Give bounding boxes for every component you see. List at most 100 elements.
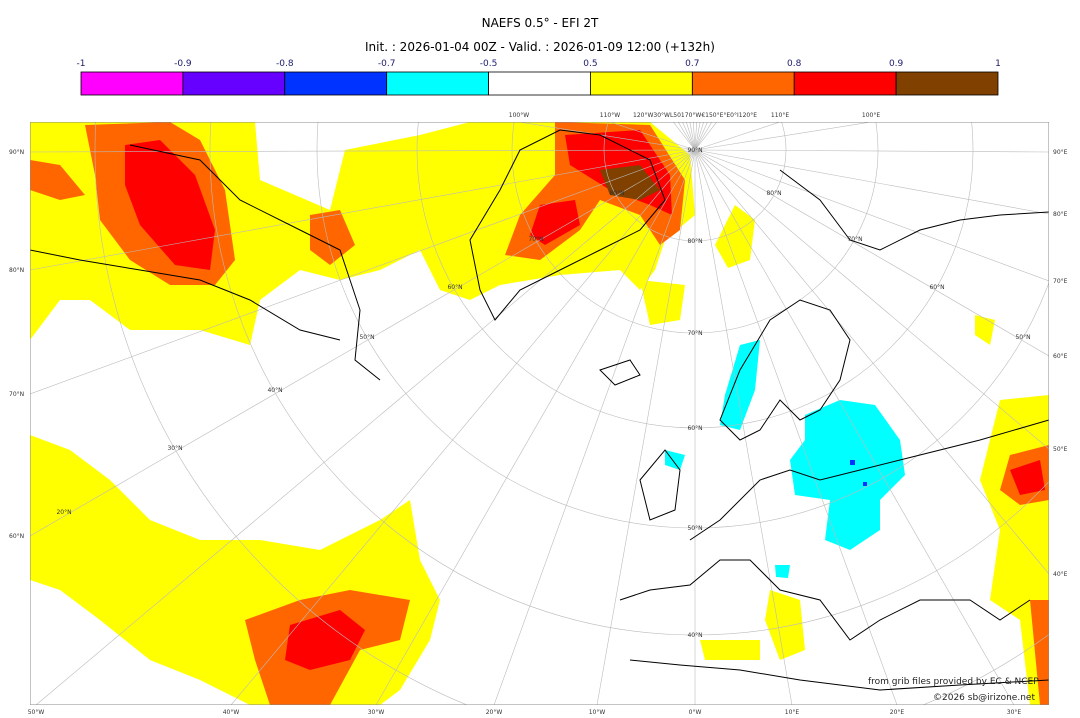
meridian-line	[694, 149, 1049, 282]
meridian-line	[609, 122, 696, 151]
efi-area-cyan	[775, 565, 790, 578]
meridian-line	[493, 149, 696, 705]
colorbar-segment	[284, 71, 388, 96]
graticule-label: 30°E	[1007, 709, 1022, 716]
meridian-line	[694, 122, 713, 151]
graticule-label: 50°W	[28, 709, 45, 716]
graticule-label: 20°W	[486, 709, 503, 716]
graticule-label: 80°N	[609, 190, 624, 197]
latitude-circle	[94, 122, 1049, 705]
efi-area-yellow	[700, 640, 760, 660]
meridian-line	[694, 122, 704, 151]
colorbar-segment	[793, 71, 897, 96]
meridian-line	[694, 149, 1049, 357]
figure-title: NAEFS 0.5° - EFI 2T	[481, 16, 599, 30]
colorbar-tick-label: 0.9	[889, 59, 904, 69]
meridian-line	[694, 122, 872, 151]
colorbar-segment	[590, 71, 693, 96]
efi-area-red	[530, 200, 580, 245]
colorbar-segment	[488, 71, 591, 96]
meridian-line	[694, 149, 1049, 575]
graticule-label: 80°N	[766, 190, 781, 197]
graticule-label: 50°N	[1015, 334, 1030, 341]
graticule-labels: 90°N 80°N 70°N 60°N 90°E 80°E 70°E 60°E 50°E 40°E…	[9, 112, 1068, 716]
graticule-label: 30°N	[167, 445, 182, 452]
efi-area-yellow	[640, 280, 685, 325]
graticule-label: 50°N	[359, 334, 374, 341]
graticule-label: 80°N	[687, 238, 702, 245]
meridian-line	[694, 149, 1049, 450]
efi-area-yellow	[975, 315, 995, 345]
efi-area-orange	[1030, 600, 1049, 705]
colorbar-segment	[691, 71, 795, 96]
meridian-line	[230, 149, 696, 705]
meridian-line	[375, 149, 696, 705]
meridian-line	[518, 122, 696, 151]
copyright-credit: ©2026 sb@irizone.net	[933, 693, 1035, 703]
meridian-line	[694, 122, 708, 151]
meridian-line	[693, 122, 696, 151]
meridian-line	[30, 149, 696, 537]
figure-subtitle: Init. : 2026-01-04 00Z - Valid. : 2026-0…	[365, 40, 715, 54]
meridian-line	[682, 122, 696, 151]
meridian-line	[694, 149, 793, 705]
colorbar-tick-label: 1	[995, 59, 1001, 69]
graticule-label: 40°N	[687, 632, 702, 639]
colorbar-tick-label: -0.5	[480, 59, 498, 69]
colorbar-segment	[80, 71, 184, 96]
meridian-line	[694, 149, 1049, 215]
meridian-line	[689, 122, 696, 151]
colorbar-tick-label: -0.7	[378, 59, 396, 69]
graticule-label: 70°N	[687, 330, 702, 337]
efi-area-cyan	[665, 450, 685, 470]
map-area	[30, 122, 1049, 705]
meridian-line	[694, 149, 898, 705]
meridian-line	[30, 149, 696, 395]
graticule-label: 120°W30°WL50170°W€150°E°E0°I120°E	[633, 112, 757, 119]
efi-area-yellow	[715, 205, 755, 268]
graticule-label: 10°E	[785, 709, 800, 716]
efi-area-brown	[600, 165, 660, 200]
data-source-credit: from grib files provided by EC & NCEP	[868, 677, 1039, 687]
graticule-label: 70°N	[9, 391, 24, 398]
colorbar-segment	[182, 71, 286, 96]
graticule-label: 20°N	[56, 509, 71, 516]
efi-area-orange	[310, 210, 355, 265]
coastlines	[30, 129, 1049, 691]
efi-cell-blue	[850, 460, 855, 465]
graticule-label: 0°W	[689, 709, 702, 716]
graticule-label: 60°N	[687, 425, 702, 432]
graticule-label: 20°E	[890, 709, 905, 716]
colorbar-tick-label: -1	[77, 59, 86, 69]
graticule-label: 110°E	[771, 112, 789, 119]
meridian-line	[672, 122, 696, 151]
meridian-line	[694, 122, 781, 151]
graticule-label: 10°W	[589, 709, 606, 716]
colorbar-tick-label: -0.9	[174, 59, 192, 69]
graticule-label: 80°N	[9, 267, 24, 274]
graticule-label: 100°E	[862, 112, 880, 119]
meridian-line	[694, 122, 718, 151]
graticule-label: 80°E	[1053, 211, 1068, 218]
efi-area-red	[125, 140, 215, 270]
meridian-line	[694, 122, 697, 151]
graticule-label: 60°N	[929, 284, 944, 291]
meridian-line	[596, 149, 696, 705]
meridian-line	[35, 149, 696, 705]
meridian-line	[677, 122, 696, 151]
meridian-line	[686, 122, 696, 151]
colorbar-segment	[386, 71, 489, 96]
graticule-label: 90°E	[1053, 149, 1068, 156]
graticule-label: 60°N	[447, 284, 462, 291]
graticule-label: 90°N	[687, 147, 702, 154]
colorbar-tick-label: -0.8	[276, 59, 294, 69]
efi-area-red	[1010, 460, 1045, 495]
graticule-label: 40°E	[1053, 571, 1068, 578]
colorbar-segment	[895, 71, 999, 96]
graticule-label: 110°W	[600, 112, 620, 119]
graticule-label: 40°N	[267, 387, 282, 394]
graticule-label: 70°N	[528, 236, 543, 243]
efi-area-cyan	[790, 400, 905, 550]
graticule-label: 60°N	[9, 533, 24, 540]
